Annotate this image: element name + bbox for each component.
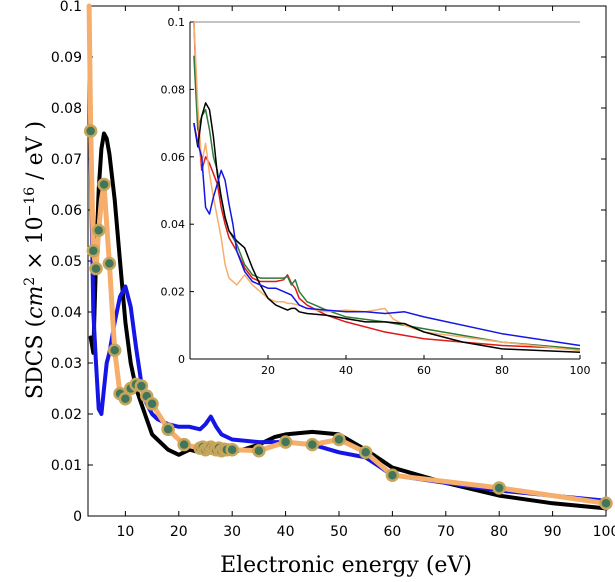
inset-series-black-line <box>193 102 581 354</box>
x-axis-title: Electronic energy (eV) <box>220 553 472 578</box>
y-axis-title: SDCS (cm2 × 10−16 / eV ) <box>22 121 48 399</box>
main-data-marker <box>91 223 106 238</box>
main-y-ticks: 0 0.01 0.02 0.03 0.04 0.05 0.06 0.07 0.08 0.09 0.1 <box>51 0 606 525</box>
main-y-tick-label: 0.05 <box>51 254 82 270</box>
main-data-marker <box>145 397 159 411</box>
main-data-marker <box>161 422 175 437</box>
main-data-marker <box>177 437 191 452</box>
main-data-marker <box>225 442 239 457</box>
main-x-tick-label: 70 <box>437 524 455 540</box>
main-x-ticks: 10 20 30 40 50 60 70 80 90 100 <box>116 6 615 540</box>
y-axis-title-unit: / eV ) <box>23 121 48 187</box>
inset-y-tick-label: 0.02 <box>161 286 186 299</box>
main-data-marker <box>83 124 98 138</box>
y-axis-title-cm: cm <box>23 286 48 319</box>
inset-y-tick-label: 0.04 <box>161 218 186 231</box>
main-x-tick-label: 90 <box>544 524 562 540</box>
main-data-marker <box>102 256 117 271</box>
inset-x-tick-label: 40 <box>339 364 353 377</box>
main-series-black-line <box>88 131 608 511</box>
main-data-marker <box>107 343 122 357</box>
main-data-marker <box>492 481 506 495</box>
inset-series-red-line <box>193 21 581 350</box>
inset-series-green-line <box>193 55 581 350</box>
main-data-marker <box>278 435 293 449</box>
main-data-marker <box>332 432 346 447</box>
main-data-marker <box>599 496 613 510</box>
main-x-tick-label: 80 <box>490 524 508 540</box>
inset-series <box>193 21 581 354</box>
y-axis-title-exponent: −16 <box>22 187 38 217</box>
main-x-tick-label: 100 <box>593 524 615 540</box>
main-data-marker <box>358 445 373 459</box>
y-axis-title-squared: 2 <box>22 277 38 286</box>
main-data-marker <box>252 443 266 458</box>
main-x-tick-label: 50 <box>330 524 348 540</box>
main-y-tick-label: 0.06 <box>51 203 82 219</box>
inset-series-blue-line <box>193 122 581 347</box>
inset-x-tick-label: 80 <box>495 364 509 377</box>
main-x-tick-label: 20 <box>170 524 188 540</box>
inset-y-tick-label: 0.08 <box>161 83 186 96</box>
main-data-marker <box>305 437 320 452</box>
y-axis-title-times: × 10 <box>23 216 48 276</box>
inset-y-tick-label: 0 <box>178 353 185 366</box>
inset-y-ticks: 0 0.02 0.04 0.06 0.08 0.1 <box>161 16 194 366</box>
main-y-tick-label: 0.03 <box>51 356 82 372</box>
main-markers <box>83 124 613 510</box>
main-y-tick-label: 0.04 <box>51 305 82 321</box>
inset-x-tick-label: 60 <box>417 364 431 377</box>
main-data-marker <box>89 261 103 276</box>
main-y-tick-label: 0.08 <box>51 101 82 117</box>
inset-x-ticks: 20 40 60 80 100 <box>261 355 591 377</box>
main-y-tick-label: 0 <box>73 509 82 525</box>
main-x-tick-label: 10 <box>116 524 134 540</box>
main-data-marker <box>134 379 149 393</box>
main-y-tick-label: 0.09 <box>51 50 82 66</box>
main-data-marker <box>118 391 133 406</box>
inset-axes: 20 40 60 80 100 0 0.02 0.04 0.06 0.08 0.1 <box>161 16 591 377</box>
main-data-marker <box>385 468 400 482</box>
inset-x-tick-label: 100 <box>570 364 591 377</box>
y-axis-title-prefix: SDCS ( <box>23 319 48 399</box>
main-y-tick-label: 0.02 <box>51 407 82 423</box>
inset-y-tick-label: 0.06 <box>161 151 186 164</box>
inset-x-tick-label: 20 <box>261 364 275 377</box>
main-x-tick-label: 40 <box>277 524 295 540</box>
main-y-tick-label: 0.01 <box>51 458 82 474</box>
main-axes: 10 20 30 40 50 60 70 80 90 100 00.010.020.030.040… <box>51 0 615 540</box>
inset-plot-background <box>190 22 580 359</box>
inset-y-tick-label: 0.1 <box>168 16 186 29</box>
main-data-marker <box>97 177 111 192</box>
main-data-marker <box>86 244 101 258</box>
main-x-tick-label: 60 <box>383 524 401 540</box>
main-y-tick-label: 0.1 <box>60 0 82 15</box>
main-x-tick-label: 30 <box>223 524 241 540</box>
main-y-tick-label: 0.07 <box>51 152 82 168</box>
